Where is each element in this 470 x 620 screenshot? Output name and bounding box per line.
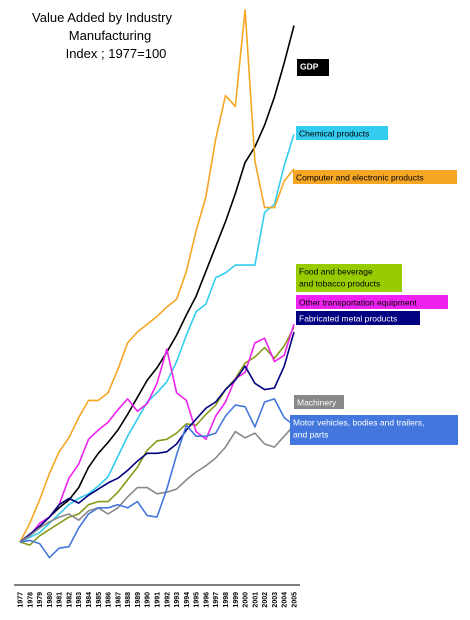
- series-labels: GDP Chemical products Computer and electro…: [290, 59, 458, 445]
- label-chemical-products: Chemical products: [296, 126, 388, 140]
- label-other-transportation-box: [296, 295, 448, 309]
- x-tick-label: 1987: [115, 592, 122, 608]
- label-fabricated-metal: Fabricated metal products: [296, 311, 420, 325]
- x-axis: 1977 1978 1979 1980 1981 1982 1983 1984 1985 1986…: [14, 584, 300, 608]
- chart-title: Value Added by Industry Manufacturing Inde…: [32, 10, 172, 61]
- x-tick-label: 1977: [18, 592, 25, 608]
- x-tick-label: 1983: [76, 592, 83, 608]
- x-tick-label: 2005: [292, 592, 299, 608]
- x-tick-label: 1999: [233, 592, 240, 608]
- label-fabricated-metal-box: [296, 311, 420, 325]
- series-line-7: [19, 398, 295, 559]
- label-computer-electronic-text: Computer and electronic products: [296, 173, 424, 183]
- label-motor-vehicles-text: and parts: [293, 430, 328, 440]
- label-food-beverage-text: Food and beverage: [299, 267, 373, 277]
- x-tick-label: 1989: [135, 592, 142, 608]
- series-line-6: [19, 424, 295, 543]
- x-tick-label: 1991: [155, 592, 162, 608]
- x-tick-label: 1986: [106, 592, 113, 608]
- title-line-1: Value Added by Industry: [32, 10, 172, 25]
- label-computer-electronic-box: [293, 170, 457, 184]
- x-tick-label: 1997: [213, 592, 220, 608]
- label-food-beverage: Food and beverage and tobacco products: [296, 264, 402, 292]
- x-tick-label: 2004: [282, 592, 289, 608]
- label-gdp: GDP: [297, 59, 329, 76]
- label-gdp-box: [297, 59, 329, 76]
- x-tick-label: 1994: [184, 592, 191, 608]
- label-food-beverage-text: and tobacco products: [299, 279, 380, 289]
- x-tick-label: 1984: [86, 592, 93, 608]
- label-other-transportation-text: Other transportation equipment: [299, 298, 417, 308]
- x-tick-label: 1981: [57, 592, 64, 608]
- x-tick-label: 1985: [96, 592, 103, 608]
- x-tick-label: 1978: [27, 592, 34, 608]
- x-tick-label: 1995: [194, 592, 201, 608]
- series-lines: [19, 9, 295, 559]
- x-tick-label: 1992: [164, 592, 171, 608]
- series-line-1: [19, 134, 295, 543]
- series-line-2: [19, 9, 295, 543]
- label-other-transportation: Other transportation equipment: [296, 295, 448, 309]
- x-tick-label: 1990: [145, 592, 152, 608]
- x-tick-label: 1980: [47, 592, 54, 608]
- x-tick-label: 2000: [243, 592, 250, 608]
- x-tick-label: 1993: [174, 592, 181, 608]
- title-line-2: Manufacturing: [69, 28, 151, 43]
- x-tick-label: 1998: [223, 592, 230, 608]
- series-line-5: [19, 331, 295, 543]
- label-machinery-text: Machinery: [297, 398, 337, 408]
- label-motor-vehicles: Motor vehicles, bodies and trailers, and …: [290, 415, 458, 445]
- label-gdp-text: GDP: [300, 62, 319, 72]
- label-machinery: Machinery: [294, 395, 344, 409]
- x-tick-label: 1996: [203, 592, 210, 608]
- series-line-4: [19, 323, 295, 543]
- x-tick-label: 1979: [37, 592, 44, 608]
- label-food-beverage-box: [296, 264, 402, 292]
- title-line-3: Index ; 1977=100: [66, 46, 167, 61]
- label-computer-electronic: Computer and electronic products: [293, 170, 457, 184]
- label-machinery-box: [294, 395, 344, 409]
- x-tick-label: 2001: [252, 592, 259, 608]
- series-line-0: [19, 25, 295, 543]
- label-chemical-products-box: [296, 126, 388, 140]
- x-tick-label: 1988: [125, 592, 132, 608]
- label-motor-vehicles-box: [290, 415, 458, 445]
- x-tick-label: 2002: [262, 592, 269, 608]
- label-motor-vehicles-text: Motor vehicles, bodies and trailers,: [293, 418, 424, 428]
- label-chemical-products-text: Chemical products: [299, 129, 369, 139]
- label-fabricated-metal-text: Fabricated metal products: [299, 314, 397, 324]
- x-tick-label: 1982: [66, 592, 73, 608]
- x-tick-label: 2003: [272, 592, 279, 608]
